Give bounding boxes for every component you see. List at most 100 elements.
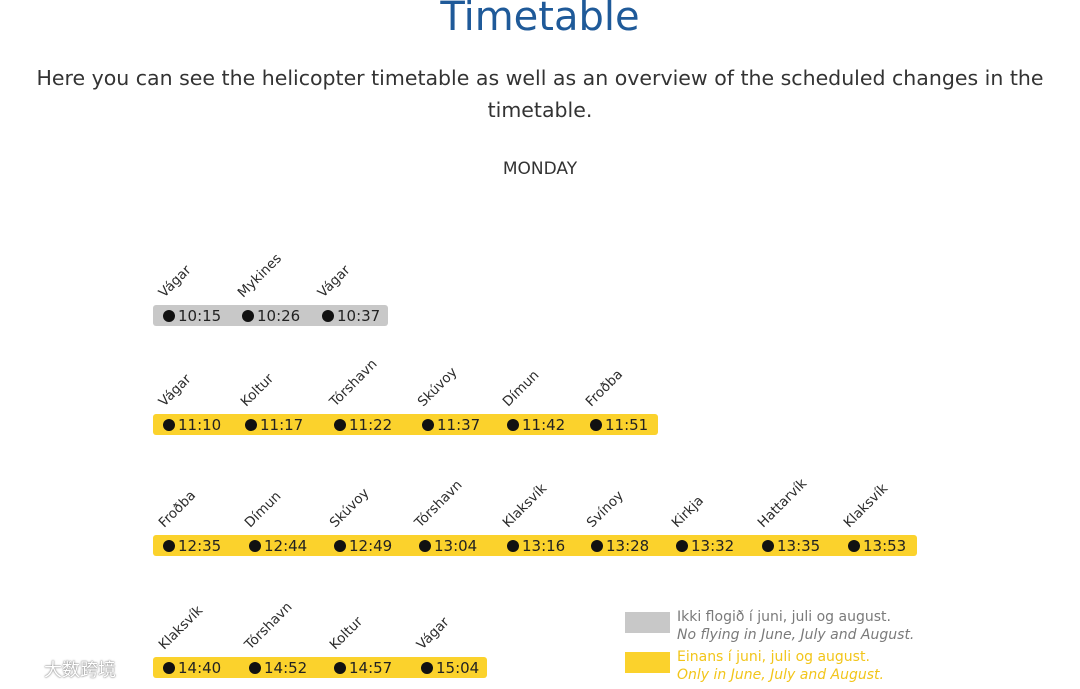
stop-time-text: 14:57: [349, 658, 393, 677]
stop-time-text: 13:32: [691, 536, 735, 555]
stop-time-text: 12:35: [178, 536, 222, 555]
stop-name: Vágar: [155, 371, 195, 410]
stop-name: Klaksvík: [840, 480, 892, 531]
stop-name: Tórshavn: [326, 356, 381, 410]
stop-time: 11:17: [245, 414, 303, 435]
page-title: Timetable: [440, 0, 640, 40]
stop-name: Klaksvík: [155, 602, 207, 653]
stop-time-text: 11:10: [178, 415, 222, 434]
stop-name: Tórshavn: [411, 477, 466, 531]
route-bar: [153, 414, 658, 435]
stop-time: 12:35: [163, 535, 221, 556]
stop-name: Kirkja: [668, 492, 707, 531]
stop-name: Skúvoy: [414, 364, 461, 410]
stop-time: 13:35: [762, 535, 820, 556]
legend-yellow-swatch: [625, 652, 670, 673]
stop-time-text: 12:44: [264, 536, 308, 555]
stop-time: 14:52: [249, 657, 307, 678]
stop-time-text: 11:42: [522, 415, 566, 434]
stop-time: 11:22: [334, 414, 392, 435]
stop-name: Svínoy: [583, 487, 627, 531]
legend-yellow-line2: Only in June, July and August.: [677, 667, 884, 683]
stop-time: 11:51: [590, 414, 648, 435]
stop-name: Dímun: [241, 488, 285, 531]
stop-time: 15:04: [421, 657, 479, 678]
stop-time: 10:26: [242, 305, 300, 326]
stop-time: 11:42: [507, 414, 565, 435]
stop-time: 10:37: [322, 305, 380, 326]
stop-time-text: 14:52: [264, 658, 308, 677]
stop-dot-icon: [242, 309, 254, 322]
stop-time-text: 13:53: [863, 536, 907, 555]
stop-time: 13:28: [591, 535, 649, 556]
stop-time: 10:15: [163, 305, 221, 326]
stop-time: 11:10: [163, 414, 221, 435]
stop-name: Vágar: [155, 262, 195, 301]
stop-time: 12:49: [334, 535, 392, 556]
stop-time-text: 13:28: [606, 536, 650, 555]
stop-dot-icon: [590, 418, 602, 431]
stop-time-text: 10:37: [337, 306, 381, 325]
stop-dot-icon: [163, 661, 175, 674]
stop-name: Dímun: [499, 367, 543, 410]
stop-time-text: 14:40: [178, 658, 222, 677]
stop-dot-icon: [591, 539, 603, 552]
stop-time-text: 11:22: [349, 415, 393, 434]
stop-dot-icon: [322, 309, 334, 322]
stop-dot-icon: [762, 539, 774, 552]
stop-name: Tórshavn: [241, 599, 296, 653]
stop-name: Vágar: [314, 262, 354, 301]
stop-dot-icon: [163, 309, 175, 322]
stop-dot-icon: [334, 418, 346, 431]
stop-dot-icon: [163, 539, 175, 552]
stop-name: Koltur: [326, 613, 366, 653]
stop-name: Klaksvík: [499, 480, 551, 531]
stop-time: 14:40: [163, 657, 221, 678]
stop-dot-icon: [334, 661, 346, 674]
stop-time-text: 13:04: [434, 536, 478, 555]
stop-dot-icon: [249, 539, 261, 552]
stop-time: 14:57: [334, 657, 392, 678]
stop-name: Froðba: [582, 366, 627, 410]
stop-time-text: 13:16: [522, 536, 566, 555]
day-heading: MONDAY: [502, 159, 578, 179]
stop-name: Hattarvík: [754, 475, 811, 531]
route-bar: [153, 657, 487, 678]
stop-time: 12:44: [249, 535, 307, 556]
stop-time-text: 11:17: [260, 415, 304, 434]
intro-text: Here you can see the helicopter timetabl…: [36, 66, 1044, 122]
legend-grey-line1: Ikki flogið í juni, juli og august.: [677, 609, 891, 625]
stop-name: Mykines: [234, 250, 285, 301]
stop-dot-icon: [507, 539, 519, 552]
stop-dot-icon: [676, 539, 688, 552]
stop-dot-icon: [245, 418, 257, 431]
stop-time: 13:16: [507, 535, 565, 556]
stop-dot-icon: [334, 539, 346, 552]
stop-time: 11:37: [422, 414, 480, 435]
stop-time: 13:04: [419, 535, 477, 556]
stop-dot-icon: [848, 539, 860, 552]
route-bar: [153, 535, 917, 556]
legend-grey-swatch: [625, 612, 670, 633]
stop-time-text: 10:26: [257, 306, 301, 325]
stop-dot-icon: [421, 661, 433, 674]
legend-yellow-line1: Einans í juni, juli og august.: [677, 649, 870, 665]
stop-time-text: 11:51: [605, 415, 649, 434]
watermark: 大数跨境: [8, 656, 116, 682]
stop-name: Froðba: [155, 487, 200, 531]
stop-dot-icon: [419, 539, 431, 552]
stop-time-text: 10:15: [178, 306, 222, 325]
stop-time: 13:53: [848, 535, 906, 556]
stop-dot-icon: [507, 418, 519, 431]
stop-time: 13:32: [676, 535, 734, 556]
stop-dot-icon: [163, 418, 175, 431]
stop-time-text: 13:35: [777, 536, 821, 555]
stop-name: Koltur: [237, 370, 277, 410]
stop-name: Vágar: [413, 614, 453, 653]
stop-name: Skúvoy: [326, 485, 373, 531]
watermark-text: 大数跨境: [44, 660, 116, 681]
stop-time-text: 11:37: [437, 415, 481, 434]
watermark-logo-icon: [9, 660, 36, 677]
stop-time-text: 15:04: [436, 658, 480, 677]
stop-time-text: 12:49: [349, 536, 393, 555]
